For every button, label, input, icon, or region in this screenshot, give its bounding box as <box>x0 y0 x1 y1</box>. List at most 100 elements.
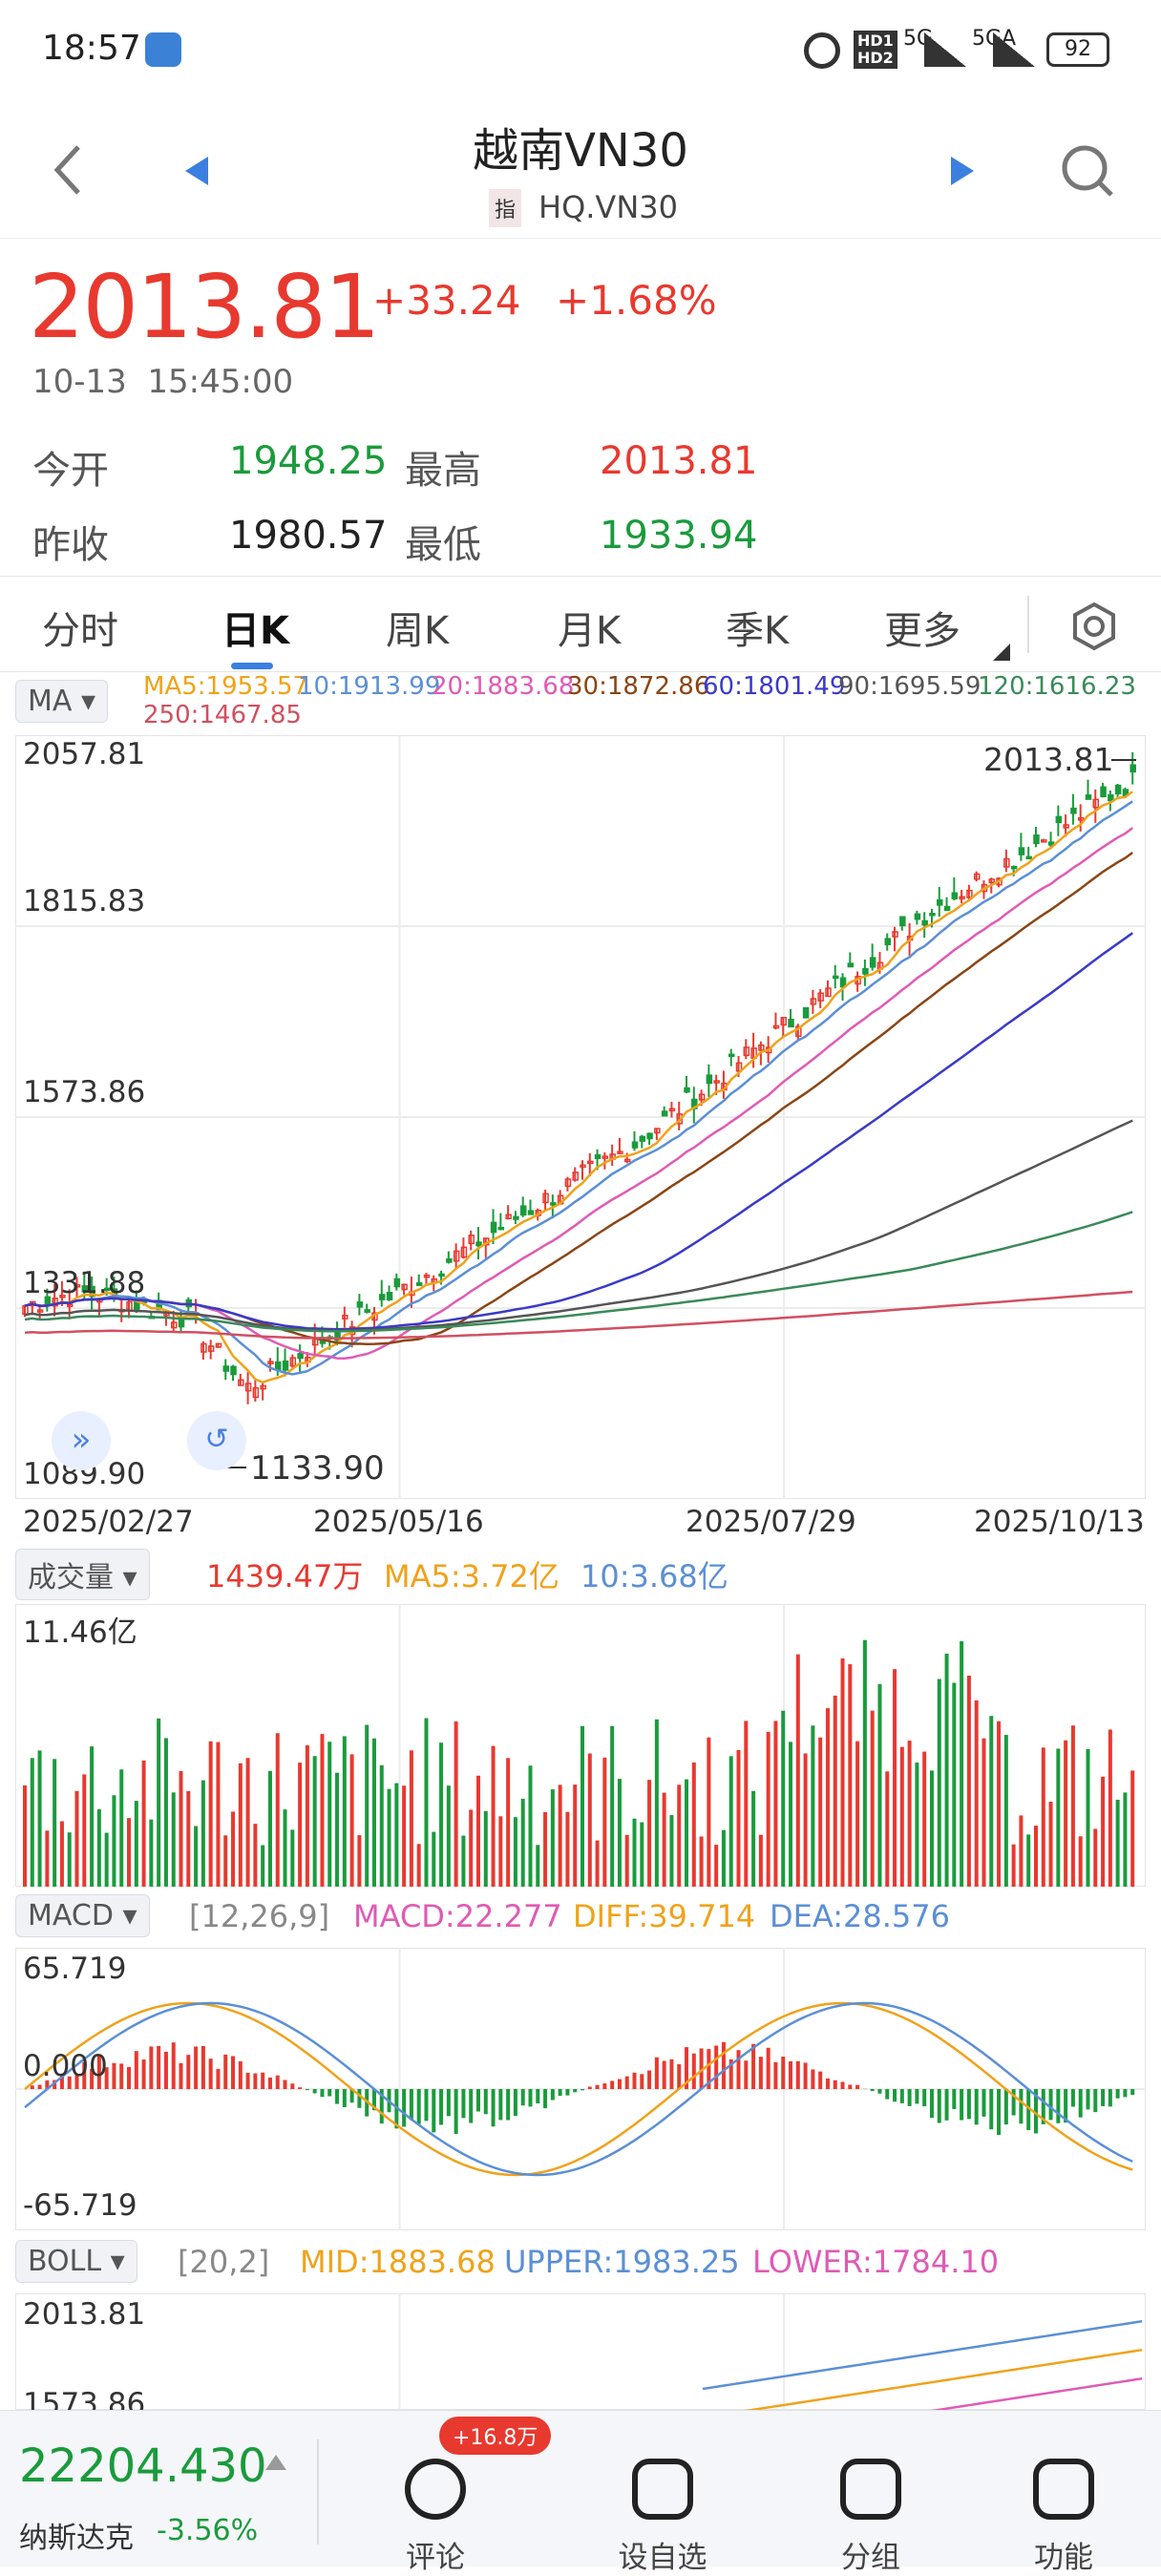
macd-bar <box>447 2089 451 2116</box>
volume-ma5: MA5:3.72亿 <box>384 1552 559 1596</box>
volume-bar <box>1079 1836 1083 1887</box>
volume-bar <box>276 1733 280 1887</box>
macd-bar <box>261 2073 264 2089</box>
ma-selector[interactable]: MA ▾ <box>15 680 108 723</box>
volume-selector[interactable]: 成交量 ▾ <box>15 1549 150 1600</box>
tab-weekly-k[interactable]: 周K <box>386 600 449 655</box>
candle <box>707 1075 711 1083</box>
function-label: 功能 <box>997 2533 1130 2576</box>
macd-bar <box>714 2046 718 2089</box>
macd-bar <box>119 2063 123 2089</box>
macd-bar <box>492 2089 496 2126</box>
volume-bar <box>261 1846 264 1887</box>
macd-bar <box>900 2089 904 2103</box>
volume-bar <box>722 1830 726 1887</box>
volume-bar <box>31 1758 34 1887</box>
macd-bar <box>1123 2089 1127 2097</box>
macd-bar <box>877 2089 881 2094</box>
prev-close-label: 昨收 <box>32 514 109 569</box>
settings-icon[interactable] <box>1069 602 1119 651</box>
candle <box>633 1142 638 1148</box>
add-watchlist-label: 设自选 <box>596 2533 729 2576</box>
ma10-value: 10:1913.99 <box>298 672 440 701</box>
volume-bar <box>596 1841 600 1887</box>
tab-daily-k[interactable]: 日K <box>222 600 289 655</box>
candle <box>647 1133 652 1138</box>
next-arrow-icon[interactable] <box>949 155 976 187</box>
macd-selector[interactable]: MACD ▾ <box>15 1894 150 1937</box>
add-watchlist-button[interactable]: 设自选 <box>596 2459 729 2576</box>
macd-bar <box>164 2052 168 2089</box>
expand-icon[interactable]: » <box>52 1411 111 1470</box>
macd-bar <box>751 2044 755 2089</box>
macd-bar <box>268 2078 272 2089</box>
macd-value: MACD:22.277 <box>353 1898 562 1934</box>
candle <box>685 1087 689 1091</box>
candle <box>885 939 890 944</box>
volume-bar <box>528 1765 532 1887</box>
macd-bar <box>945 2089 949 2121</box>
macd-selector-label: MACD <box>28 1899 114 1932</box>
volume-bar <box>298 1763 302 1887</box>
macd-bar <box>580 2089 584 2090</box>
price-change: +33.24 <box>372 277 520 324</box>
open-value: 1948.25 <box>229 439 387 483</box>
candle <box>1049 842 1054 845</box>
boll-chart[interactable] <box>15 2293 1146 2410</box>
kline-chart[interactable] <box>15 735 1146 1499</box>
candle <box>447 1259 452 1262</box>
macd-bar <box>893 2089 897 2101</box>
volume-bar <box>536 1845 539 1887</box>
macd-bar <box>1056 2089 1060 2123</box>
volume-bar <box>201 1781 205 1887</box>
comment-button[interactable]: 评论 <box>369 2459 502 2576</box>
ma90-line <box>25 1121 1132 1331</box>
volume-bar <box>119 1769 123 1887</box>
macd-bar <box>602 2083 606 2089</box>
volume-bar <box>172 1792 176 1887</box>
index-tag: 指 <box>489 189 521 227</box>
volume-bar <box>759 1835 763 1887</box>
search-icon[interactable] <box>1060 143 1115 199</box>
group-button[interactable]: 分组 <box>804 2459 938 2576</box>
macd-bar <box>908 2089 912 2106</box>
volume-bar <box>365 1725 369 1887</box>
volume-bar <box>543 1812 547 1887</box>
volume-bar <box>573 1784 577 1887</box>
function-button[interactable]: 功能 <box>997 2459 1130 2576</box>
macd-bar <box>298 2087 302 2089</box>
macd-bar <box>997 2089 1001 2135</box>
prev-close-value: 1980.57 <box>229 514 387 558</box>
macd-bar <box>1071 2089 1075 2107</box>
macd-bar <box>209 2059 213 2089</box>
volume-chart[interactable] <box>15 1604 1146 1887</box>
status-time: 18:57 <box>42 29 141 68</box>
volume-bar <box>647 1780 651 1887</box>
volume-bar <box>82 1774 86 1887</box>
tab-monthly-k[interactable]: 月K <box>558 600 621 655</box>
candle <box>938 900 942 905</box>
macd-bar <box>811 2069 814 2089</box>
tab-more[interactable]: 更多 <box>884 600 960 655</box>
boll-selector[interactable]: BOLL ▾ <box>15 2240 137 2283</box>
macd-bar <box>781 2057 785 2089</box>
volume-bar <box>1034 1826 1038 1887</box>
low-value: 1933.94 <box>600 514 757 558</box>
tab-quarterly-k[interactable]: 季K <box>726 600 789 655</box>
macd-chart[interactable] <box>15 1948 1146 2230</box>
volume-selector-label: 成交量 <box>28 1561 114 1594</box>
volume-bar <box>45 1830 49 1887</box>
ma5-value: MA5:1953.57 <box>143 672 308 701</box>
reset-icon[interactable]: ↺ <box>187 1411 246 1470</box>
ticker-change: -3.56% <box>157 2514 258 2547</box>
candle <box>1130 765 1135 771</box>
macd-bar <box>1049 2089 1053 2120</box>
ticker-value[interactable]: 22204.430 <box>19 2439 267 2493</box>
volume-bar <box>714 1845 718 1887</box>
tab-intraday[interactable]: 分时 <box>42 600 118 655</box>
kline-y-tick: 1573.86 <box>23 1075 145 1109</box>
bottom-bar: 22204.430 纳斯达克 -3.56% 评论 +16.8万 设自选 分组 功… <box>0 2410 1161 2566</box>
candle <box>380 1295 385 1299</box>
macd-bar <box>1079 2089 1083 2118</box>
